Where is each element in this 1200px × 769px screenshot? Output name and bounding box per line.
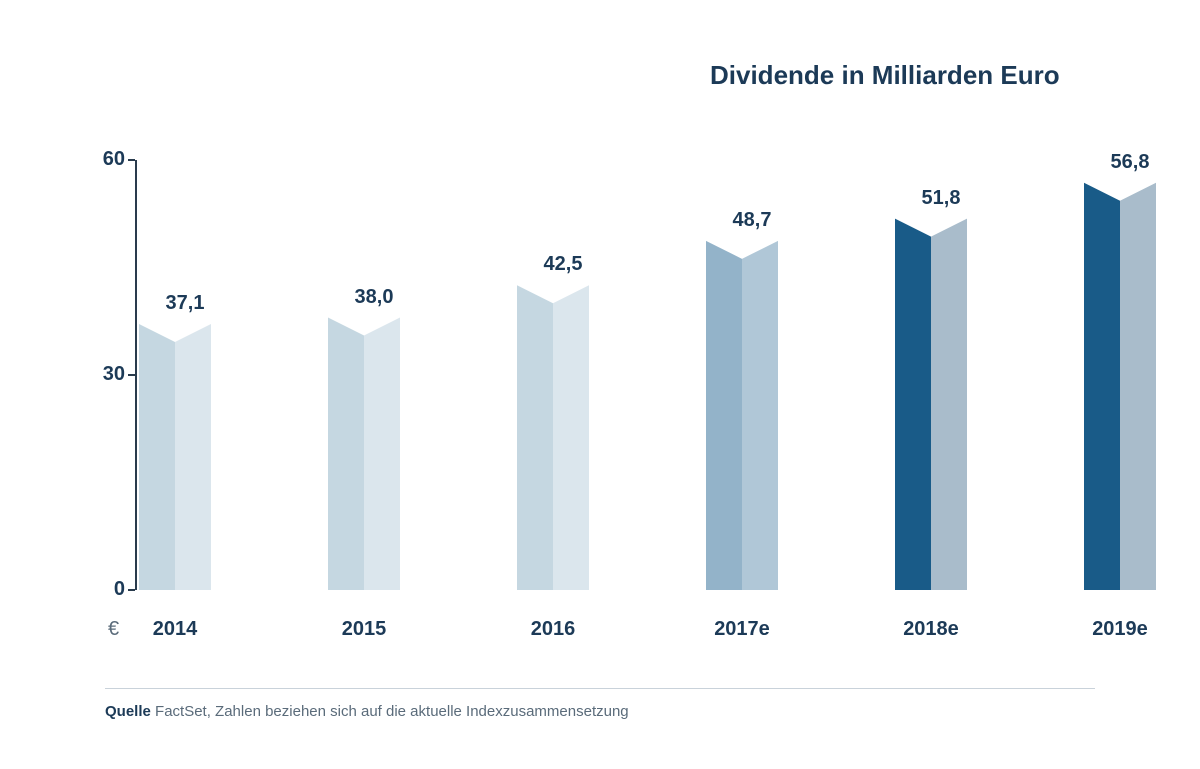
bar-left-face (139, 324, 175, 590)
cat-label-1: 2015 (314, 618, 414, 641)
bar-right-face (364, 318, 400, 590)
bar-right-face (742, 241, 778, 590)
value-label-3: 48,7 (712, 209, 792, 232)
footer-divider (105, 688, 1095, 689)
bar-right-face (175, 324, 211, 590)
cat-label-2: 2016 (503, 618, 603, 641)
source-text: FactSet, Zahlen beziehen sich auf die ak… (151, 703, 629, 720)
bar-left-face (706, 241, 742, 590)
value-label-1: 38,0 (334, 286, 414, 309)
bar-left-face (328, 318, 364, 590)
bar-right-face (931, 219, 967, 590)
bar-left-face (517, 285, 553, 590)
value-label-0: 37,1 (145, 292, 225, 315)
y-tick-mark (128, 374, 135, 376)
cat-label-0: 2014 (125, 618, 225, 641)
bar-right-face (553, 285, 589, 590)
bar-series (0, 0, 1200, 769)
y-tick-mark (128, 589, 135, 591)
bar-left-face (1084, 183, 1120, 590)
source-footnote: Quelle FactSet, Zahlen beziehen sich auf… (105, 703, 629, 720)
cat-label-5: 2019e (1070, 618, 1170, 641)
cat-label-4: 2018e (881, 618, 981, 641)
cat-label-3: 2017e (692, 618, 792, 641)
value-label-5: 56,8 (1090, 151, 1170, 174)
source-label: Quelle (105, 703, 151, 720)
bar-right-face (1120, 183, 1156, 590)
bar-left-face (895, 219, 931, 590)
y-tick-mark (128, 159, 135, 161)
value-label-2: 42,5 (523, 253, 603, 276)
value-label-4: 51,8 (901, 187, 981, 210)
